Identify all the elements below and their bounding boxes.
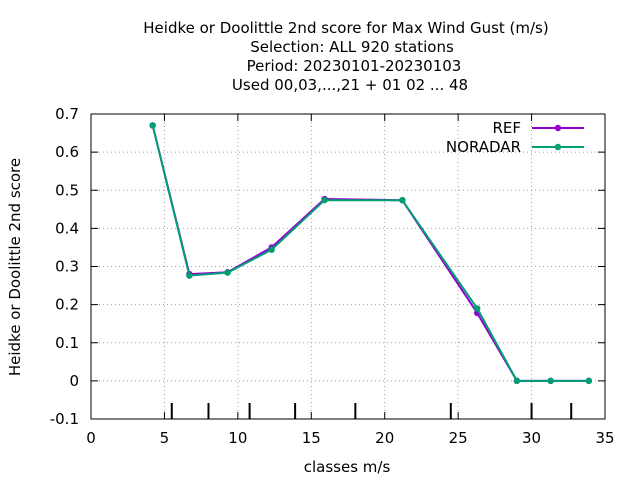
y-tick-label: 0.1 (55, 334, 79, 352)
y-tick-label: 0.3 (55, 258, 79, 276)
data-point-noradar (474, 305, 481, 312)
y-tick-label: 0.2 (55, 296, 79, 314)
x-tick-label: 25 (449, 429, 468, 447)
y-tick-label: 0.4 (55, 219, 79, 237)
x-tick-label: 0 (86, 429, 96, 447)
data-point-noradar (399, 196, 406, 204)
legend-label-noradar: NORADAR (446, 138, 521, 156)
chart-title: Heidke or Doolittle 2nd score for Max Wi… (143, 19, 548, 94)
grid (91, 114, 605, 419)
title-line-3: Period: 20230101-20230103 (247, 57, 462, 75)
x-tick-label: 10 (228, 429, 247, 447)
y-tick-label: 0.5 (55, 181, 79, 199)
series-line-noradar (151, 125, 589, 382)
data-point-noradar (224, 269, 231, 276)
class-boundary-marks (170, 403, 573, 419)
x-axis-label: classes m/s (304, 458, 391, 476)
data-point-noradar (186, 272, 193, 279)
data-point-noradar (585, 377, 593, 385)
y-tick-label: 0.7 (55, 105, 79, 123)
data-point-noradar (513, 377, 521, 385)
y-tick-label: 0.6 (55, 143, 79, 161)
plot-frame (90, 113, 606, 420)
title-line-4: Used 00,03,...,21 + 01 02 ... 48 (232, 76, 468, 94)
title-line-1: Heidke or Doolittle 2nd score for Max Wi… (143, 19, 548, 37)
data-point-noradar (149, 122, 156, 129)
x-tick-label: 30 (522, 429, 541, 447)
legend-marker-noradar (554, 143, 562, 151)
legend-label-ref: REF (492, 119, 521, 137)
legend-marker-ref (554, 124, 562, 132)
title-line-2: Selection: ALL 920 stations (250, 38, 454, 56)
x-tick-label: 20 (375, 429, 394, 447)
x-tick-label: 15 (302, 429, 321, 447)
y-axis-label: Heidke or Doolittle 2nd score (6, 158, 24, 376)
y-tick-label: 0 (69, 372, 79, 390)
axis-ticks: -0.1 0 0.1 0.2 0.3 0.4 0.5 0.6 0.7 0 5 10 15 20 25 30 35 (50, 105, 615, 447)
data-point-noradar (321, 196, 328, 204)
data-point-noradar (547, 377, 554, 385)
x-tick-label: 35 (595, 429, 614, 447)
data-point-noradar (268, 246, 275, 253)
y-tick-label: -0.1 (50, 410, 79, 428)
x-tick-label: 5 (160, 429, 170, 447)
series-group (149, 122, 593, 385)
